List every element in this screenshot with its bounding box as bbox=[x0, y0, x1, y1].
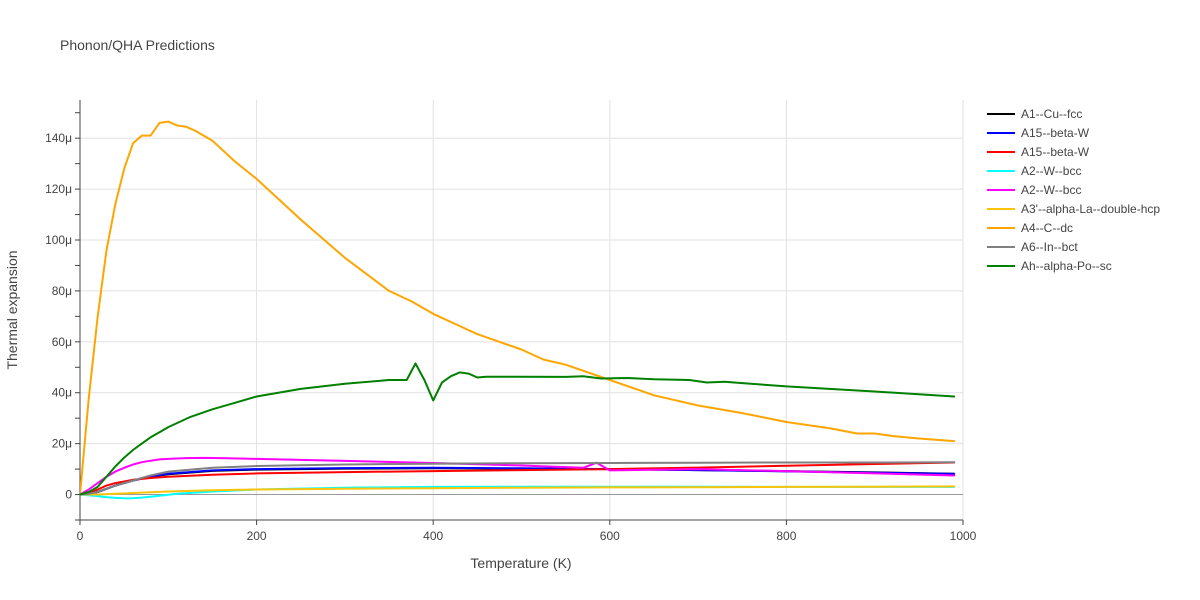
series-line-4 bbox=[80, 456, 956, 496]
series-line-7 bbox=[80, 461, 956, 496]
legend-item[interactable]: A6--In--bct bbox=[987, 240, 1078, 254]
x-tick-label: 0 bbox=[77, 529, 84, 543]
series-line-2 bbox=[80, 461, 956, 496]
legend-label: A4--C--dc bbox=[1021, 221, 1073, 235]
gridlines bbox=[80, 100, 964, 520]
x-tick-label: 600 bbox=[600, 529, 620, 543]
x-tick-label: 400 bbox=[423, 529, 443, 543]
chart-title: Phonon/QHA Predictions bbox=[60, 37, 215, 53]
legend-label: A1--Cu--fcc bbox=[1021, 107, 1082, 121]
legend-item[interactable]: A15--beta-W bbox=[987, 126, 1090, 140]
y-tick-label: 100μ bbox=[45, 233, 72, 247]
legend-item[interactable]: A2--W--bcc bbox=[987, 164, 1081, 178]
y-axis-title: Thermal expansion bbox=[4, 250, 20, 369]
legend-label: A2--W--bcc bbox=[1021, 183, 1081, 197]
legend-label: A15--beta-W bbox=[1021, 126, 1090, 140]
legend-item[interactable]: A3'--alpha-La--double-hcp bbox=[987, 202, 1160, 216]
series-line-6 bbox=[80, 120, 956, 496]
y-tick-label: 0 bbox=[65, 488, 72, 502]
legend-item[interactable]: A1--Cu--fcc bbox=[987, 107, 1082, 121]
series-line-5 bbox=[80, 485, 956, 496]
y-tick-label: 40μ bbox=[52, 386, 72, 400]
series-line-8 bbox=[80, 362, 956, 496]
y-tick-label: 120μ bbox=[45, 182, 72, 196]
legend-item[interactable]: A15--beta-W bbox=[987, 145, 1090, 159]
legend-label: A2--W--bcc bbox=[1021, 164, 1081, 178]
legend-label: Ah--alpha-Po--sc bbox=[1021, 259, 1112, 273]
x-tick-label: 200 bbox=[247, 529, 267, 543]
y-tick-label: 140μ bbox=[45, 131, 72, 145]
legend-label: A6--In--bct bbox=[1021, 240, 1078, 254]
axes: 0 200 400 600 800 1000 0 20μ 40μ 60μ 80μ 100μ 120μ 14… bbox=[45, 100, 977, 543]
legend-label: A3'--alpha-La--double-hcp bbox=[1021, 202, 1160, 216]
y-tick-label: 60μ bbox=[52, 335, 72, 349]
y-tick-label: 80μ bbox=[52, 284, 72, 298]
x-axis-title: Temperature (K) bbox=[470, 555, 571, 571]
legend-item[interactable]: A2--W--bcc bbox=[987, 183, 1081, 197]
legend-label: A15--beta-W bbox=[1021, 145, 1090, 159]
legend[interactable]: A1--Cu--fcc A15--beta-W A15--beta-W A2--W--… bbox=[987, 107, 1160, 273]
x-tick-label: 800 bbox=[776, 529, 796, 543]
y-tick-label: 20μ bbox=[52, 437, 72, 451]
legend-item[interactable]: Ah--alpha-Po--sc bbox=[987, 259, 1112, 273]
series-lines bbox=[80, 120, 956, 500]
legend-item[interactable]: A4--C--dc bbox=[987, 221, 1073, 235]
x-tick-label: 1000 bbox=[950, 529, 977, 543]
